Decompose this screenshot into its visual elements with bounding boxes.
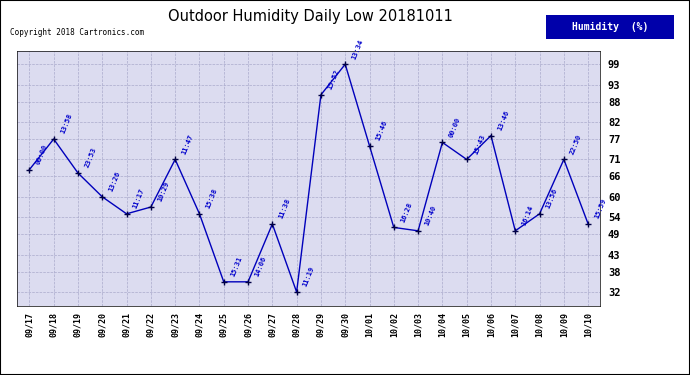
Text: 15:43: 15:43	[472, 133, 486, 155]
Text: Outdoor Humidity Daily Low 20181011: Outdoor Humidity Daily Low 20181011	[168, 9, 453, 24]
Text: 15:31: 15:31	[229, 256, 243, 278]
Text: 13:58: 13:58	[59, 113, 72, 135]
Text: 15:38: 15:38	[205, 188, 219, 210]
Text: 22:50: 22:50	[569, 133, 583, 155]
Text: 13:26: 13:26	[108, 171, 121, 193]
Text: 11:38: 11:38	[278, 198, 291, 220]
Text: 23:53: 23:53	[83, 147, 97, 169]
Text: Humidity  (%): Humidity (%)	[572, 22, 649, 32]
Text: 13:34: 13:34	[351, 38, 364, 60]
Text: 11:47: 11:47	[181, 133, 195, 155]
Text: 10:40: 10:40	[424, 205, 437, 226]
Text: 13:46: 13:46	[497, 110, 510, 132]
Text: Copyright 2018 Cartronics.com: Copyright 2018 Cartronics.com	[10, 28, 144, 37]
Text: 15:46: 15:46	[375, 120, 388, 142]
Text: 00:00: 00:00	[448, 116, 462, 138]
Text: 15:59: 15:59	[593, 198, 607, 220]
Text: 14:06: 14:06	[254, 256, 267, 278]
Text: 00:00: 00:00	[35, 144, 48, 165]
Text: 16:14: 16:14	[521, 205, 534, 226]
Text: 11:17: 11:17	[132, 188, 146, 210]
Text: 13:56: 13:56	[545, 188, 559, 210]
Text: 16:28: 16:28	[400, 201, 413, 223]
Text: 11:19: 11:19	[302, 266, 316, 288]
Text: 15:52: 15:52	[326, 69, 340, 91]
Text: 10:29: 10:29	[157, 181, 170, 203]
